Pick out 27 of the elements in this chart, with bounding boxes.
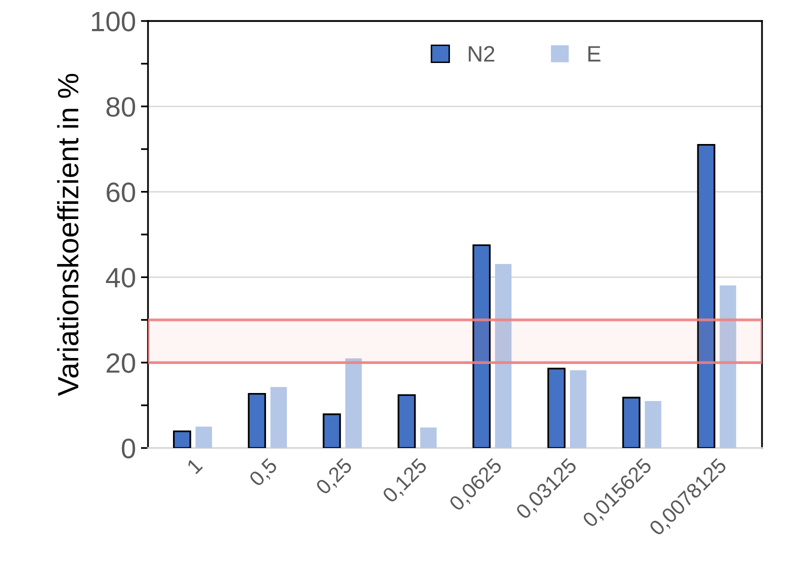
y-tick-label: 20	[106, 353, 136, 373]
legend-label: N2	[468, 46, 494, 62]
x-tick-label: 0,5	[248, 457, 280, 489]
bar	[570, 370, 586, 448]
y-tick-label: 100	[92, 12, 136, 32]
bar	[248, 392, 266, 448]
bar	[420, 428, 437, 448]
bar	[173, 430, 192, 448]
y-tick-label: 80	[106, 97, 136, 117]
bar	[196, 426, 212, 448]
y-axis-title: Variationskoeffizient in %	[57, 74, 79, 396]
legend-label: E	[588, 46, 600, 62]
bar	[547, 368, 566, 448]
bar	[398, 394, 416, 448]
bar	[472, 244, 491, 448]
bar	[697, 144, 716, 448]
y-tick-label: 0	[122, 438, 136, 458]
x-tick-label: 1	[186, 458, 203, 474]
bar	[644, 401, 662, 448]
bar	[345, 358, 362, 448]
bar	[322, 413, 341, 448]
bar	[270, 386, 287, 448]
bar	[622, 396, 640, 448]
y-tick-label: 40	[106, 268, 136, 288]
bar	[720, 285, 736, 448]
y-tick-label: 60	[106, 182, 136, 202]
bar	[495, 264, 512, 448]
